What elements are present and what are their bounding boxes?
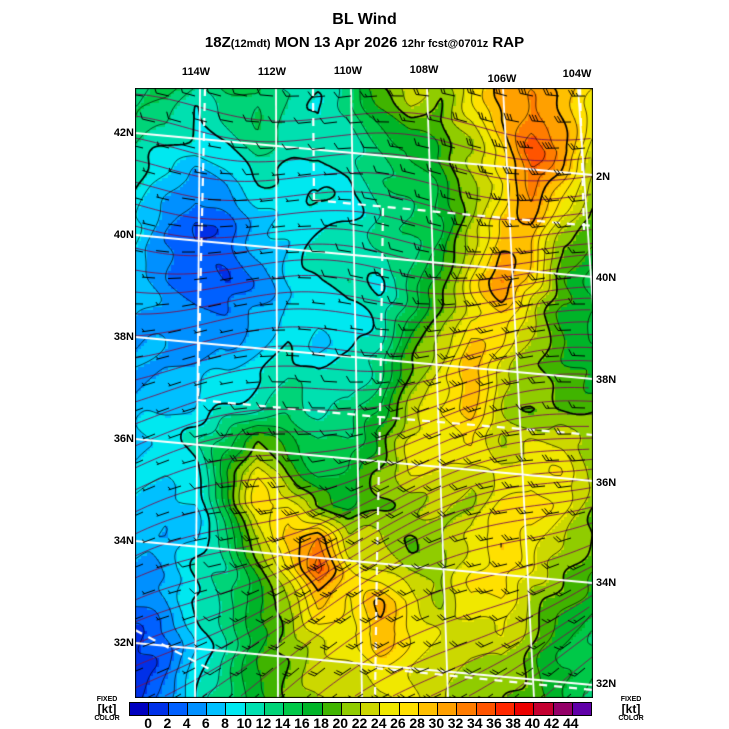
colorbar-segment: [206, 703, 226, 715]
lat-label-left: 34N: [113, 535, 134, 547]
colorbar-segment: [340, 703, 360, 715]
legend-units-label: [kt]: [621, 702, 641, 716]
lat-label-right: 36N: [596, 477, 617, 489]
colorbar-tick: 6: [201, 715, 210, 729]
colorbar-segment: [552, 703, 572, 715]
legend-color-label: COLOR: [94, 715, 120, 722]
colorbar-segment: [514, 703, 534, 715]
colorbar-tick: 36: [486, 715, 502, 729]
colorbar-segment: [456, 703, 476, 715]
colorbar-tick: 40: [524, 715, 541, 729]
colorbar-tick: 44: [562, 715, 579, 729]
colorbar-tick: 18: [313, 715, 329, 729]
colorbar-segment: [302, 703, 322, 715]
legend-fixed-label: FIXED: [620, 696, 642, 703]
colorbar-segment: [494, 703, 514, 715]
colorbar-segment: [437, 703, 457, 715]
lon-label: 106W: [487, 73, 517, 85]
subtitle-fcst: 12hr fcst@0701z: [401, 38, 489, 50]
lat-label-left: 36N: [113, 433, 134, 445]
lon-label: 114W: [181, 66, 211, 78]
legend-units-label: [kt]: [97, 702, 117, 716]
lat-label-right: 40N: [596, 272, 617, 284]
colorbar-tick: 32: [447, 715, 464, 729]
subtitle-run-tz: (12mdt): [230, 38, 271, 50]
legend-fixed-label: FIXED: [96, 696, 118, 703]
colorbar-segment: [417, 703, 437, 715]
colorbar-tick: 0: [144, 715, 153, 729]
colorbar-legend-right: FIXED [kt] COLOR: [611, 696, 651, 722]
colorbar-tick: 22: [351, 715, 368, 729]
page-title: BL Wind: [332, 11, 397, 28]
lon-label: 108W: [409, 64, 439, 76]
colorbar-segment: [379, 703, 399, 715]
colorbar-tick: 28: [409, 715, 425, 729]
colorbar-segment: [533, 703, 553, 715]
lat-label-left: 32N: [113, 637, 134, 649]
colorbar-tick: 30: [428, 715, 445, 729]
colorbar-segment: [130, 703, 149, 715]
colorbar-segment: [475, 703, 495, 715]
lon-label: 112W: [257, 66, 287, 78]
colorbar-tick: 20: [332, 715, 349, 729]
subtitle-date: MON 13 Apr 2026: [270, 34, 402, 51]
colorbar-tick: 24: [370, 715, 387, 729]
colorbar-tick: 16: [294, 715, 310, 729]
page-subtitle: 18Z(12mdt) MON 13 Apr 2026 12hr fcst@070…: [0, 34, 729, 51]
lat-label-right: 2N: [596, 171, 611, 183]
subtitle-run: 18Z: [204, 34, 231, 51]
lon-label: 110W: [333, 65, 363, 77]
lat-label-right: 38N: [596, 374, 617, 386]
colorbar-tick: 12: [255, 715, 272, 729]
colorbar-segment: [225, 703, 245, 715]
lat-label-left: 38N: [113, 331, 134, 343]
colorbar-segment: [244, 703, 264, 715]
colorbar-segment: [263, 703, 283, 715]
colorbar-segment: [571, 703, 591, 715]
colorbar: [129, 702, 592, 716]
lat-label-left: 42N: [113, 127, 134, 139]
colorbar-segment: [186, 703, 206, 715]
colorbar-tick: 4: [182, 715, 191, 729]
colorbar-segment: [148, 703, 168, 715]
colorbar-legend-left: FIXED [kt] COLOR: [87, 696, 127, 722]
colorbar-tick: 10: [236, 715, 253, 729]
colorbar-tick: 8: [221, 715, 229, 729]
colorbar-segment: [283, 703, 303, 715]
colorbar-tick: 42: [543, 715, 560, 729]
subtitle-model: RAP: [488, 34, 525, 51]
colorbar-segment: [321, 703, 341, 715]
legend-color-label: COLOR: [618, 715, 644, 722]
colorbar-tick: 14: [274, 715, 291, 729]
wind-speed-map: [135, 88, 593, 698]
colorbar-tick: 38: [505, 715, 521, 729]
lat-label-right: 32N: [596, 678, 617, 690]
lat-label-right: 34N: [596, 577, 617, 589]
lat-label-left: 40N: [113, 229, 134, 241]
colorbar-tick: 34: [466, 715, 483, 729]
lon-label: 104W: [562, 68, 592, 80]
colorbar-segment: [398, 703, 418, 715]
colorbar-segment: [167, 703, 187, 715]
colorbar-tick: 2: [163, 715, 172, 729]
colorbar-tick: 26: [390, 715, 406, 729]
colorbar-segment: [360, 703, 380, 715]
